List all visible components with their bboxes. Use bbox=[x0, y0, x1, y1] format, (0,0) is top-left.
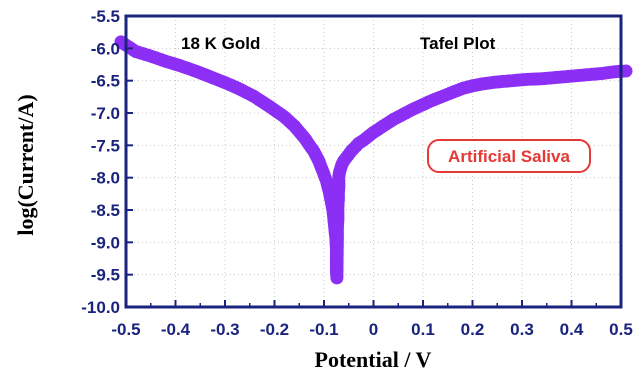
x-tick-label: -0.4 bbox=[161, 320, 191, 339]
annotation-plot-name: Tafel Plot bbox=[420, 34, 496, 53]
x-tick-label: 0.3 bbox=[510, 320, 534, 339]
y-tick-label: -10.0 bbox=[81, 298, 120, 317]
data-series bbox=[114, 35, 633, 285]
y-tick-label: -8.5 bbox=[91, 201, 120, 220]
y-tick-label: -7.5 bbox=[91, 136, 120, 155]
x-tick-label: 0 bbox=[369, 320, 378, 339]
y-tick-label: -6.0 bbox=[91, 39, 120, 58]
y-tick-label: -9.5 bbox=[91, 266, 120, 285]
x-tick-label: -0.2 bbox=[260, 320, 289, 339]
y-tick-label: -5.5 bbox=[91, 7, 120, 26]
y-axis-ticks: -5.5 -6.0 -6.5 -7.0 -7.5 -8.0 -8.5 -9.0 -9.5 -10.… bbox=[81, 7, 133, 317]
x-tick-label: -0.5 bbox=[111, 320, 140, 339]
y-tick-label: -8.0 bbox=[91, 169, 120, 188]
x-tick-label: 0.1 bbox=[411, 320, 435, 339]
x-tick-label: 0.5 bbox=[609, 320, 633, 339]
y-tick-label: -7.0 bbox=[91, 104, 120, 123]
x-tick-label: 0.2 bbox=[461, 320, 485, 339]
x-axis-ticks: -0.5 -0.4 -0.3 -0.2 -0.1 0 0.1 0.2 0.3 0.4 0.5 bbox=[111, 300, 633, 339]
annotation-medium: Artificial Saliva bbox=[448, 147, 570, 166]
annotation-sample: 18 K Gold bbox=[181, 34, 260, 53]
y-tick-label: -6.5 bbox=[91, 72, 120, 91]
annotation-medium-badge bbox=[427, 139, 591, 173]
x-tick-label: -0.1 bbox=[309, 320, 338, 339]
y-tick-label: -9.0 bbox=[91, 233, 120, 252]
data-point bbox=[619, 64, 633, 78]
x-axis-label: Potential / V bbox=[315, 347, 432, 372]
x-tick-label: -0.3 bbox=[210, 320, 239, 339]
y-axis-label: log(Current/A) bbox=[13, 94, 38, 235]
x-tick-label: 0.4 bbox=[560, 320, 584, 339]
